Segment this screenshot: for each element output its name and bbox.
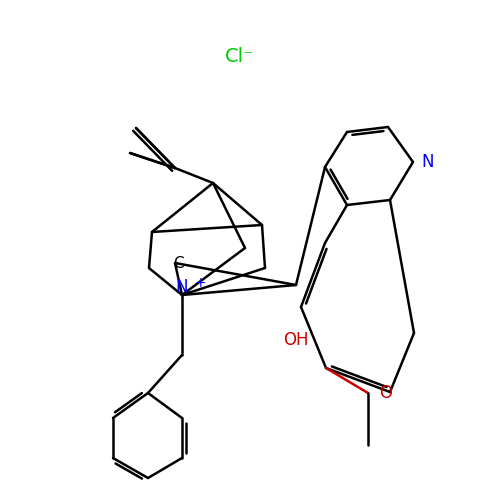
Text: Cl⁻: Cl⁻ [226, 48, 254, 66]
Text: C: C [172, 256, 184, 270]
Text: OH: OH [283, 331, 309, 349]
Text: N: N [176, 278, 188, 296]
Text: +: + [194, 276, 206, 290]
Text: N: N [422, 153, 434, 171]
Text: O: O [380, 384, 392, 402]
